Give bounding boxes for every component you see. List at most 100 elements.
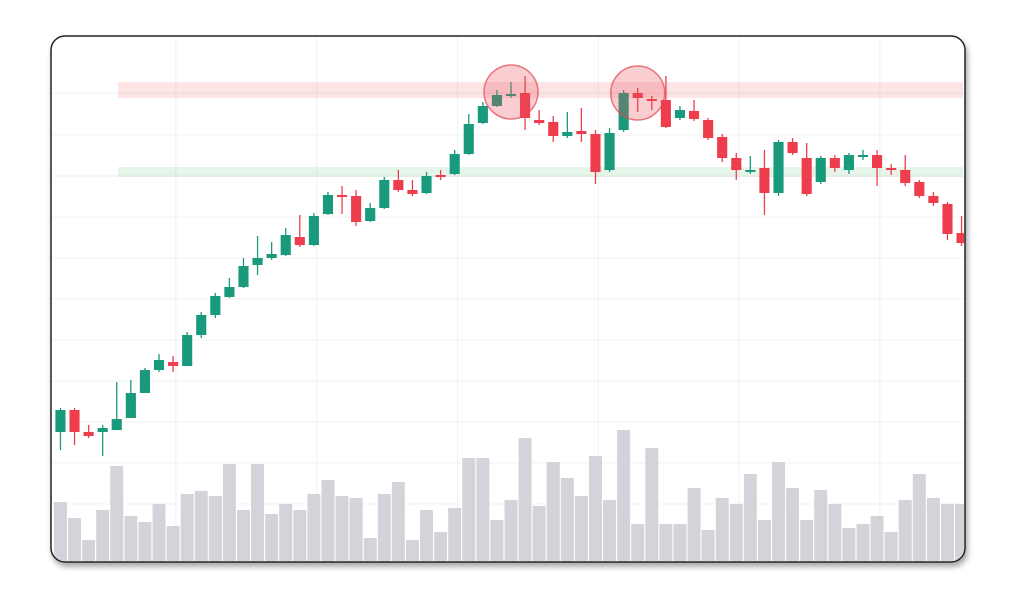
volume-bar [800,520,814,561]
candle-body [590,134,601,172]
volume-bar [194,491,208,561]
volume-bar [237,510,250,561]
volume-bar [166,526,180,561]
candle-body [857,155,869,157]
volume-bar [321,480,335,561]
volume-bar [96,510,110,561]
candle-body [365,208,376,221]
candle-body [928,196,939,203]
volume-bar [349,498,363,561]
candle-body [83,432,94,436]
candle-body [703,120,714,138]
support-zone [118,167,963,177]
volume-bar [532,506,546,561]
candle-body [914,182,925,196]
volume-bar [462,458,476,561]
candle-body [125,393,136,418]
volume-bar [701,530,715,561]
candle-body [886,168,897,170]
volume-bar [363,538,377,561]
volume-bar [940,504,954,561]
candle-body [435,175,446,177]
candle-body [477,106,488,123]
volume-bar [377,494,391,561]
volume-bar [856,524,870,561]
volume-bar [110,466,124,561]
candle-body [491,95,502,106]
candle-body [449,154,460,174]
candle-body [646,99,657,101]
volume-bar [251,464,265,561]
volume-bar [504,500,518,561]
volume-bar [715,498,729,561]
candle-body [97,428,108,432]
volume-bar [53,502,67,561]
candle-body [900,170,911,183]
volume-bar [884,532,898,561]
candle-body [632,93,643,98]
candle-body [168,362,179,366]
volume-bar [265,514,279,561]
candle-body [787,142,798,153]
volume-bar [420,510,433,561]
candle-body [55,410,66,432]
candle-body [618,93,629,130]
candle-body [266,254,277,258]
volume-bar [659,524,673,561]
candle-body [407,190,418,194]
candle-body [801,158,812,194]
volume-bar [279,504,293,561]
volume-bar [673,524,687,561]
volume-bar [448,508,462,561]
candle-body [773,142,784,193]
volume-bar [138,522,152,561]
candle-body [322,195,334,214]
volume-bar [293,510,307,561]
candle-body [252,258,263,265]
volume-bar [434,532,448,561]
highlight-circle [609,65,666,121]
volume-bar [772,462,785,561]
candle-body [520,93,531,118]
volume-bar [786,488,800,561]
candle-body [604,133,615,170]
volume-bar [82,540,96,561]
volume-bar [912,474,926,561]
candle-body [463,124,474,154]
candle-body [351,196,362,222]
volume-bar [631,524,645,561]
candle-body [210,296,221,315]
candle-body [717,137,728,158]
volume-bar [180,494,194,561]
candle-body [69,410,80,432]
volume-bar [152,504,166,561]
candle-body [196,315,207,335]
candle-body [379,180,390,208]
volume-bar [222,464,236,561]
candle-body [280,235,291,255]
volume-bar [574,496,588,561]
candle-body [674,110,686,118]
candle-body [562,132,573,136]
volume-bar [898,500,912,561]
volume-bar [208,496,222,561]
candle-body [294,237,305,245]
volume-bar [687,488,701,561]
candle-body [393,180,404,190]
volume-bar [814,490,828,561]
volume-bar [391,482,405,561]
volume-bar [603,500,617,561]
volume-bar [335,496,349,561]
candle-body [224,287,235,297]
candle-body [336,195,348,197]
candle-body [534,120,545,123]
candle-body [843,155,854,170]
volume-bar [476,458,490,561]
plot-area [52,37,964,561]
volume-bar [757,520,771,561]
volume-bar [842,528,856,561]
candle-body [421,176,432,193]
candle-body [548,122,559,136]
volume-bar [645,448,659,561]
